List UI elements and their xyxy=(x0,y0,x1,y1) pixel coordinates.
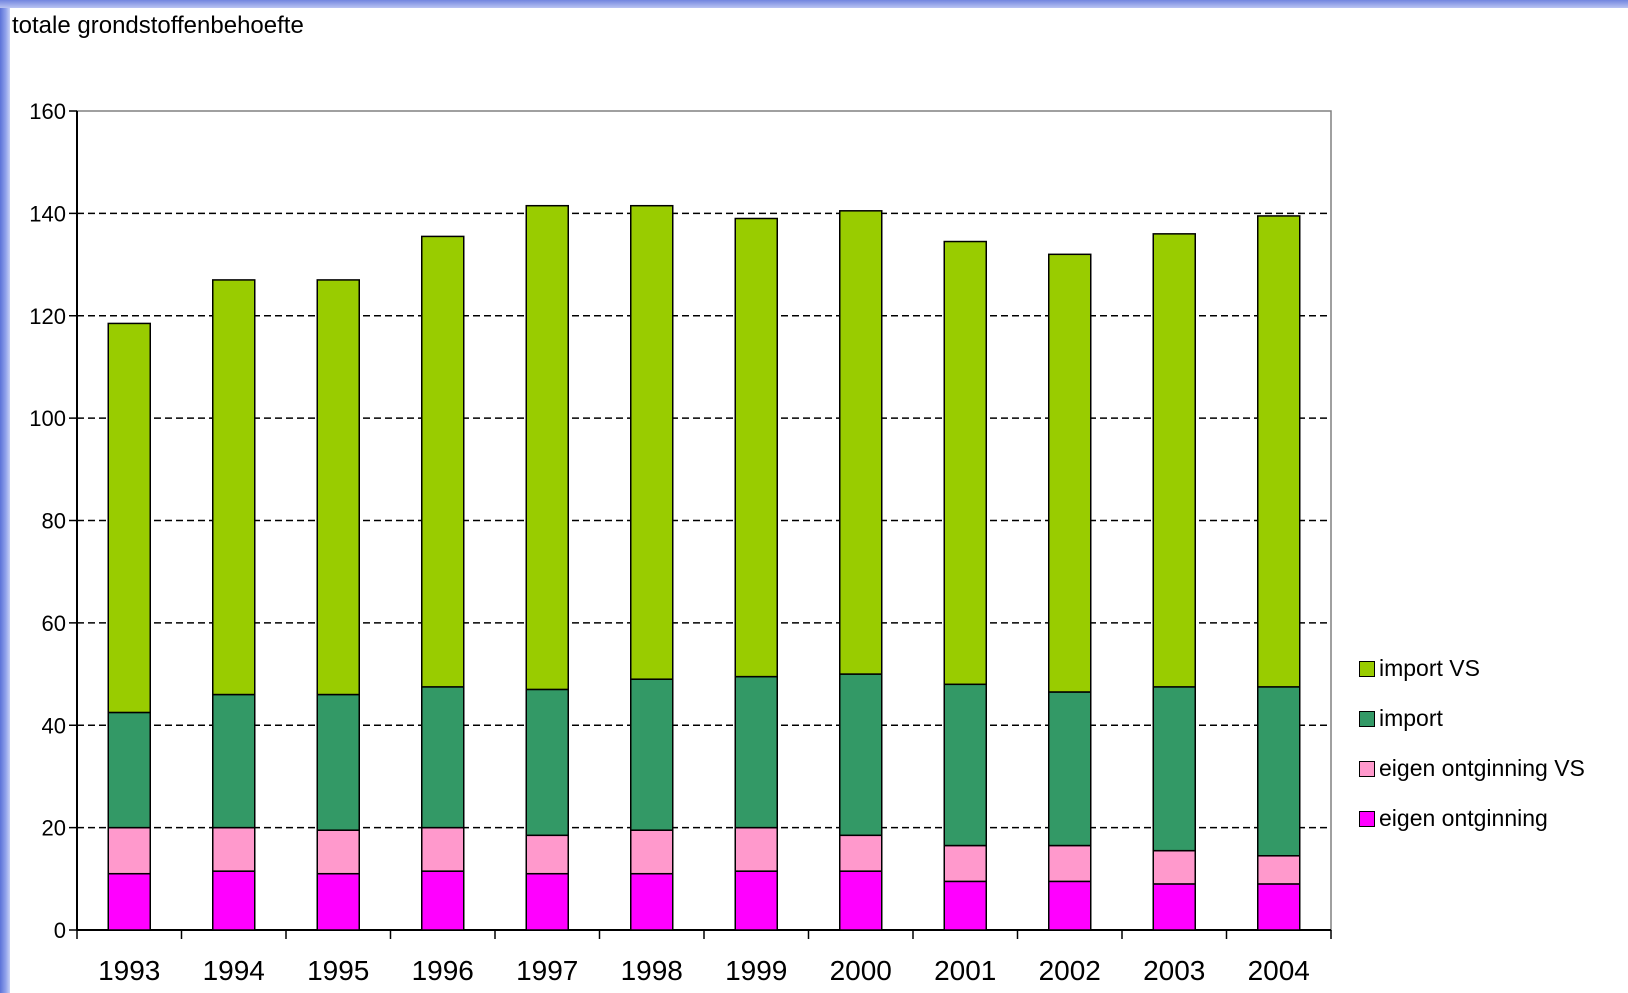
bar-segment-eigen-ontginning-vs xyxy=(839,834,883,872)
bar-segment-eigen-ontginning xyxy=(734,870,778,931)
bar-segment-import xyxy=(1152,686,1196,852)
bar-segment-eigen-ontginning xyxy=(1257,883,1301,931)
bar-segment-eigen-ontginning-vs xyxy=(316,829,360,875)
legend-label: eigen ontginning VS xyxy=(1379,755,1585,781)
bar-segment-import-vs xyxy=(1048,253,1092,693)
legend-swatch xyxy=(1359,810,1375,827)
bar-segment-import-vs xyxy=(107,322,151,714)
legend-label: eigen ontginning xyxy=(1379,805,1548,831)
bar-segment-import-vs xyxy=(316,279,360,696)
legend-label: import VS xyxy=(1379,655,1480,681)
bar-segment-eigen-ontginning-vs xyxy=(630,829,674,875)
legend-swatch xyxy=(1359,660,1375,677)
y-tick-label: 40 xyxy=(42,713,66,738)
x-tick-label: 1993 xyxy=(98,955,160,986)
legend-swatch xyxy=(1359,710,1375,727)
y-tick-label: 100 xyxy=(29,406,66,431)
legend-label: import xyxy=(1379,705,1443,731)
y-tick-label: 160 xyxy=(29,99,66,124)
bar-segment-import xyxy=(630,678,674,831)
bar-segment-eigen-ontginning xyxy=(839,870,883,931)
legend-item-import-vs: import VS xyxy=(1359,655,1585,681)
bar-segment-import-vs xyxy=(212,279,256,696)
bar-segment-import xyxy=(316,693,360,831)
bar-segment-import-vs xyxy=(839,210,883,675)
slide-background-stripe xyxy=(0,0,10,993)
bar-segment-eigen-ontginning xyxy=(212,870,256,931)
bar-segment-eigen-ontginning xyxy=(107,872,151,931)
y-tick-label: 20 xyxy=(42,816,66,841)
bar-segment-eigen-ontginning xyxy=(525,872,569,931)
bar-segment-import xyxy=(421,686,465,829)
x-tick-label: 1996 xyxy=(412,955,474,986)
bar-segment-eigen-ontginning xyxy=(1048,880,1092,931)
x-tick-label: 1998 xyxy=(621,955,683,986)
bar-segment-eigen-ontginning xyxy=(943,880,987,931)
x-tick-label: 2001 xyxy=(934,955,996,986)
x-tick-label: 1995 xyxy=(307,955,369,986)
x-tick-label: 1999 xyxy=(725,955,787,986)
x-tick-label: 2002 xyxy=(1039,955,1101,986)
bar-segment-eigen-ontginning xyxy=(421,870,465,931)
bar-segment-import-vs xyxy=(525,204,569,691)
bar-segment-eigen-ontginning-vs xyxy=(212,826,256,872)
y-tick-label: 140 xyxy=(29,201,66,226)
bar-segment-eigen-ontginning xyxy=(316,872,360,931)
bar-segment-eigen-ontginning-vs xyxy=(107,826,151,875)
bar-segment-eigen-ontginning-vs xyxy=(1257,855,1301,885)
bar-segment-import xyxy=(734,675,778,829)
chart-legend: import VS import eigen ontginning VS eig… xyxy=(1359,655,1585,856)
x-tick-label: 1994 xyxy=(203,955,265,986)
bar-segment-eigen-ontginning-vs xyxy=(734,826,778,872)
bar-segment-eigen-ontginning-vs xyxy=(1048,844,1092,883)
x-tick-label: 2000 xyxy=(830,955,892,986)
bar-segment-import-vs xyxy=(630,204,674,680)
bar-segment-eigen-ontginning xyxy=(1152,883,1196,931)
legend-item-eigen-ontginning-vs: eigen ontginning VS xyxy=(1359,755,1585,781)
y-tick-label: 120 xyxy=(29,304,66,329)
bar-segment-eigen-ontginning-vs xyxy=(525,834,569,875)
bar-segment-import xyxy=(839,673,883,837)
bar-segment-eigen-ontginning-vs xyxy=(943,844,987,883)
bar-segment-import-vs xyxy=(734,217,778,678)
chart-title: totale grondstoffenbehoefte xyxy=(12,12,304,39)
y-tick-label: 0 xyxy=(54,918,66,943)
x-tick-label: 2003 xyxy=(1143,955,1205,986)
bar-segment-import-vs xyxy=(943,240,987,686)
bar-segment-import xyxy=(107,711,151,829)
bar-segment-eigen-ontginning-vs xyxy=(1152,849,1196,885)
bar-segment-import-vs xyxy=(421,235,465,688)
bar-segment-import xyxy=(1257,686,1301,857)
y-tick-label: 80 xyxy=(42,509,66,534)
bar-segment-import xyxy=(212,693,256,829)
bar-segment-import-vs xyxy=(1257,215,1301,688)
x-tick-label: 2004 xyxy=(1248,955,1310,986)
bar-segment-import xyxy=(525,688,569,837)
y-tick-label: 60 xyxy=(42,611,66,636)
legend-swatch xyxy=(1359,760,1375,777)
bar-segment-import-vs xyxy=(1152,233,1196,688)
legend-item-import: import xyxy=(1359,705,1585,731)
bar-segment-import xyxy=(943,683,987,847)
x-tick-label: 1997 xyxy=(516,955,578,986)
bar-segment-eigen-ontginning xyxy=(630,872,674,931)
legend-item-eigen-ontginning: eigen ontginning xyxy=(1359,805,1585,831)
bar-segment-import xyxy=(1048,691,1092,847)
bar-segment-eigen-ontginning-vs xyxy=(421,826,465,872)
slide-background-top-stripe xyxy=(0,0,1628,8)
